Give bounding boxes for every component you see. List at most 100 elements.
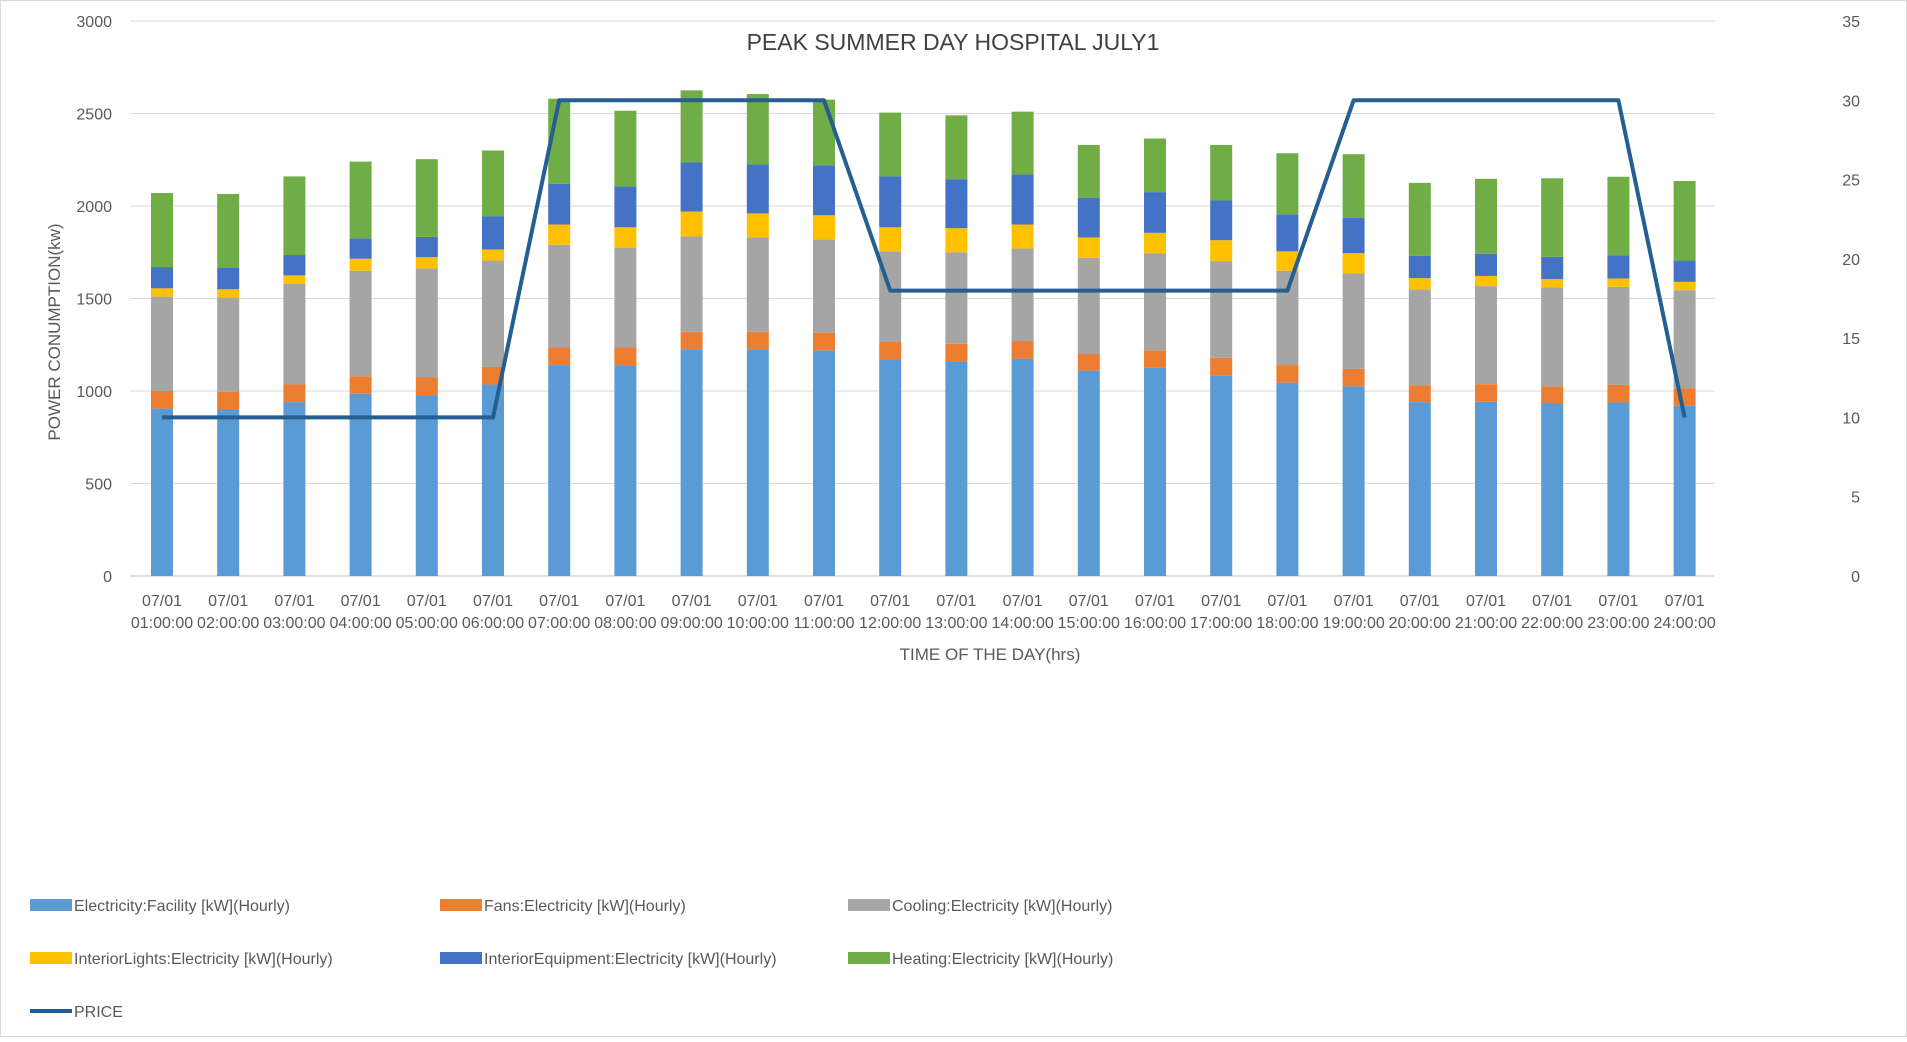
bar-segment xyxy=(349,393,372,576)
x-tick-label-time: 06:00:00 xyxy=(462,615,524,632)
bar-segment xyxy=(1144,350,1166,368)
bar-segment xyxy=(1342,218,1365,254)
x-tick-label-date: 07/01 xyxy=(1532,593,1572,610)
bar-segment xyxy=(746,331,769,350)
bar-segment xyxy=(1144,253,1166,351)
bar-segment xyxy=(283,283,306,385)
bar-segment xyxy=(1607,255,1630,279)
x-tick-label-time: 22:00:00 xyxy=(1521,615,1583,632)
y-tick-label: 500 xyxy=(85,477,112,494)
bar-segment xyxy=(1011,341,1034,359)
bar-segment xyxy=(813,332,835,351)
legend-label: InteriorEquipment:Electricity [kW](Hourl… xyxy=(484,951,777,968)
x-tick-label-time: 20:00:00 xyxy=(1389,615,1451,632)
bar-segment xyxy=(1210,261,1233,358)
bar-segment xyxy=(746,237,769,332)
bar-segment xyxy=(813,350,835,576)
gridlines xyxy=(130,20,1715,577)
x-tick-label-time: 07:00:00 xyxy=(528,615,590,632)
bar-segment xyxy=(349,238,372,259)
bar-segment xyxy=(217,297,240,392)
x-tick-label-date: 07/01 xyxy=(142,593,182,610)
bar-segment xyxy=(614,365,637,576)
bar-segment xyxy=(746,94,769,165)
bar-segment xyxy=(614,110,637,187)
bar-segment xyxy=(1144,192,1166,233)
bar-segment xyxy=(1475,286,1497,385)
price-line-layer xyxy=(162,98,1687,420)
bar-segment xyxy=(1541,256,1564,280)
bar-segment xyxy=(1276,365,1299,383)
chart-title: PEAK SUMMER DAY HOSPITAL JULY1 xyxy=(747,29,1160,55)
bar-segment xyxy=(151,391,173,409)
y-tick-label: 1000 xyxy=(76,384,112,401)
legend-label: InteriorLights:Electricity [kW](Hourly) xyxy=(74,951,333,968)
legend-swatch xyxy=(440,952,482,964)
x-tick-label-date: 07/01 xyxy=(407,593,447,610)
x-tick-label-time: 21:00:00 xyxy=(1455,615,1517,632)
bar-segment xyxy=(879,341,902,360)
bar-segment xyxy=(1077,354,1100,371)
y2-tick-label: 30 xyxy=(1842,93,1860,110)
bar-segment xyxy=(1342,253,1365,274)
bar-segment xyxy=(217,391,240,410)
bar-segment xyxy=(482,366,504,385)
x-tick-label-date: 07/01 xyxy=(804,593,844,610)
bar-segment xyxy=(1541,279,1564,288)
bar-segment xyxy=(349,161,372,239)
bar-segment xyxy=(1408,278,1431,290)
bar-segment xyxy=(349,258,372,271)
bar-segment xyxy=(1673,181,1696,261)
bar-segment xyxy=(746,164,769,214)
bar-segment xyxy=(548,365,571,576)
x-tick-label-time: 14:00:00 xyxy=(991,615,1053,632)
y2-tick-label: 25 xyxy=(1842,173,1860,190)
bar-segment xyxy=(548,183,571,225)
bar-segment xyxy=(1342,154,1365,219)
bar-segment xyxy=(548,244,571,348)
bar-segment xyxy=(1541,403,1564,576)
x-tick-label-time: 04:00:00 xyxy=(329,615,391,632)
bar-segment xyxy=(1210,357,1233,376)
bar-segment xyxy=(349,270,372,377)
x-tick-label-date: 07/01 xyxy=(1135,593,1175,610)
legend-swatch xyxy=(30,952,72,964)
bar-segment xyxy=(746,213,769,238)
bar-segment xyxy=(614,227,637,248)
bar-segment xyxy=(945,343,968,362)
bar-segment xyxy=(283,255,306,276)
bar-segment xyxy=(813,215,835,240)
bar-segment xyxy=(548,347,571,366)
bar-segment xyxy=(945,179,968,229)
bar-segment xyxy=(1210,200,1233,241)
x-tick-label-date: 07/01 xyxy=(274,593,314,610)
bar-segment xyxy=(680,331,703,350)
bar-segment xyxy=(482,260,504,367)
bar-segment xyxy=(614,247,637,348)
bar-segment xyxy=(415,236,438,258)
y2-tick-label: 5 xyxy=(1851,490,1860,507)
bar-segment xyxy=(1144,138,1166,193)
x-tick-label-date: 07/01 xyxy=(605,593,645,610)
bar-segment xyxy=(1475,253,1497,276)
bar-segment xyxy=(217,193,240,268)
bar-segment xyxy=(1607,176,1630,256)
bar-segment xyxy=(1077,370,1100,576)
x-tick-label-date: 07/01 xyxy=(1665,593,1705,610)
x-tick-label-date: 07/01 xyxy=(936,593,976,610)
x-tick-label-date: 07/01 xyxy=(672,593,712,610)
bar-segment xyxy=(879,359,902,576)
bar-segment xyxy=(415,257,438,269)
bar-segment xyxy=(1011,358,1034,576)
bar-segment xyxy=(415,395,438,576)
bar-segment xyxy=(680,90,703,163)
bar-segment xyxy=(1077,237,1100,258)
y2-tick-label: 35 xyxy=(1842,14,1860,31)
bar-segment xyxy=(879,112,902,177)
bar-segment xyxy=(1144,232,1166,254)
bar-segment xyxy=(1077,257,1100,354)
bar-segment xyxy=(151,296,173,391)
x-tick-label-date: 07/01 xyxy=(870,593,910,610)
